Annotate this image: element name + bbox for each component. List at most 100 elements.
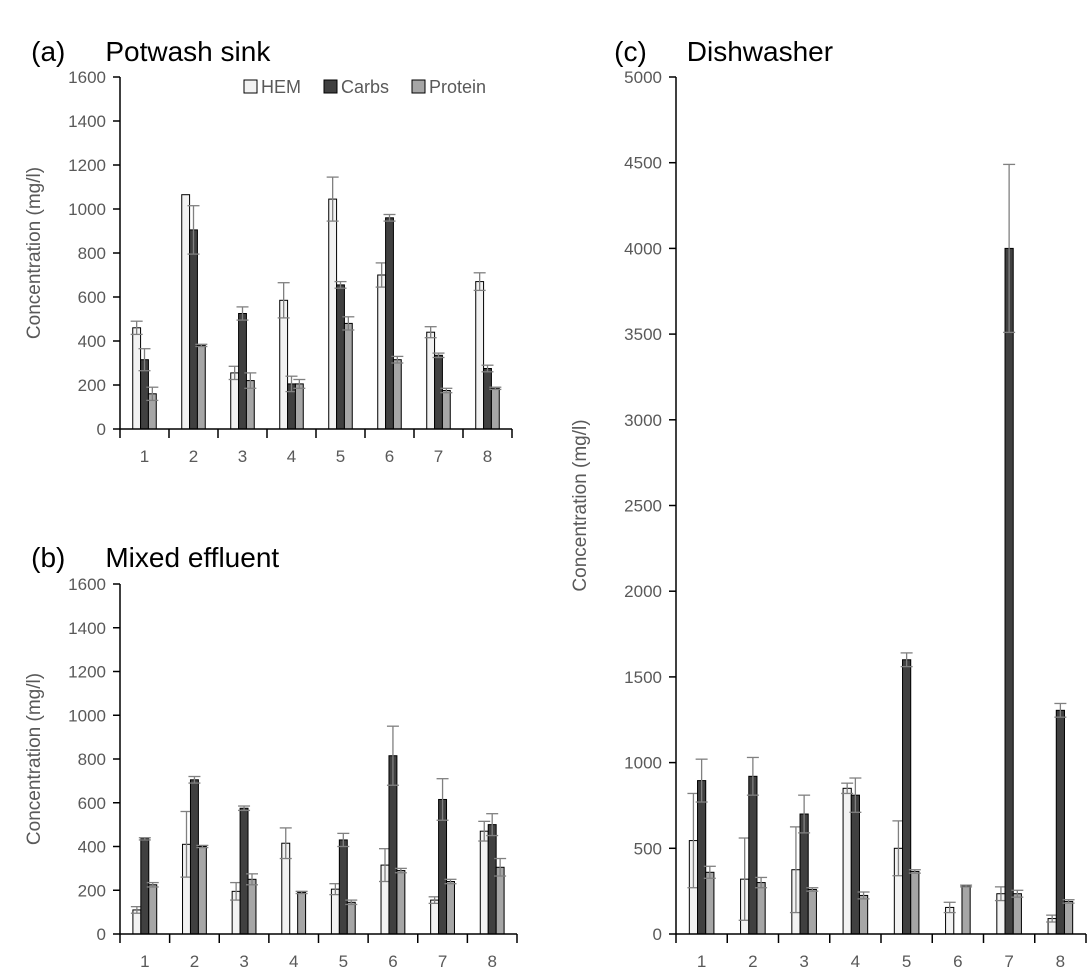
- x-tick-label: 3: [799, 952, 808, 971]
- x-tick-label: 8: [487, 952, 496, 971]
- panel-b-label: (b): [31, 542, 66, 573]
- error-bar-hem-4: [277, 282, 290, 319]
- y-tick-label: 1000: [68, 200, 106, 219]
- bar-protein-2: [756, 882, 766, 935]
- legend-label-protein: Protein: [429, 77, 486, 97]
- error-bar-carbs-8: [486, 813, 499, 837]
- chart-panel-a: Concentration (mg/l) 0 200 400 600 800 1000 120…: [24, 68, 513, 466]
- x-tick-label: 2: [190, 952, 199, 971]
- error-bar-protein-4: [295, 890, 308, 895]
- bar-hem-7: [426, 331, 436, 430]
- error-bar-protein-2: [195, 343, 208, 348]
- error-bar-protein-6: [960, 884, 973, 888]
- y-tick-label: 1600: [68, 575, 106, 594]
- y-tick-label: 1500: [624, 668, 662, 687]
- error-bar-carbs-3: [236, 306, 249, 321]
- bar-hem-3: [230, 372, 240, 430]
- panel-c-label: (c): [614, 36, 647, 67]
- bar-protein-8: [1063, 900, 1074, 935]
- x-tick-label: 7: [438, 952, 447, 971]
- x-tick-label: 8: [483, 447, 492, 466]
- bar-protein-5: [346, 901, 356, 935]
- error-bar-carbs-7: [436, 778, 449, 821]
- y-tick-label: 3500: [624, 325, 662, 344]
- bar-protein-4: [294, 383, 304, 430]
- y-tick-label: 4000: [624, 239, 662, 258]
- error-bar-carbs-6: [383, 213, 396, 222]
- y-tick-label: 1200: [68, 156, 106, 175]
- error-bar-protein-8: [489, 386, 502, 391]
- legend-label-hem: HEM: [261, 77, 301, 97]
- bar-hem-5: [328, 198, 338, 430]
- legend-swatch-protein: [411, 79, 426, 94]
- error-bar-carbs-3: [238, 805, 251, 812]
- error-bar-hem-7: [424, 326, 437, 339]
- bar-carbs-5: [902, 659, 912, 935]
- error-bar-hem-4: [279, 827, 292, 860]
- x-tick-label: 3: [238, 447, 247, 466]
- y-tick-label: 600: [78, 794, 106, 813]
- y-tick-label: 5000: [624, 68, 662, 87]
- y-tick-label: 2000: [624, 582, 662, 601]
- bar-hem-1: [132, 327, 142, 430]
- y-axis-label: Concentration (mg/l): [24, 673, 45, 845]
- error-bar-carbs-8: [1054, 702, 1067, 718]
- bar-carbs-2: [189, 229, 198, 430]
- bar-protein-1: [705, 871, 715, 935]
- error-bar-protein-8: [1062, 899, 1075, 904]
- y-tick-label: 3000: [624, 411, 662, 430]
- error-bar-carbs-3: [798, 794, 811, 834]
- x-tick-label: 6: [953, 952, 962, 971]
- error-bar-carbs-6: [386, 725, 399, 786]
- x-tick-label: 4: [851, 952, 860, 971]
- bar-hem-8: [475, 281, 485, 430]
- error-bar-carbs-4: [849, 777, 862, 813]
- x-tick-label: 2: [748, 952, 757, 971]
- error-bar-carbs-8: [481, 364, 494, 373]
- error-bar-carbs-1: [695, 758, 708, 803]
- bar-protein-6: [961, 885, 971, 935]
- error-bar-carbs-2: [187, 205, 200, 255]
- error-bar-protein-2: [196, 844, 209, 849]
- error-bar-hem-1: [130, 320, 143, 336]
- y-tick-label: 0: [97, 420, 106, 439]
- error-bar-carbs-7: [1003, 163, 1016, 334]
- bar-protein-8: [495, 866, 505, 935]
- panel-a-title: (a) Potwash sink: [0, 4, 270, 100]
- bar-protein-3: [807, 888, 817, 935]
- bar-protein-7: [446, 881, 455, 935]
- x-tick-label: 6: [385, 447, 394, 466]
- bar-protein-1: [148, 884, 158, 935]
- y-tick-label: 500: [634, 839, 662, 858]
- bar-carbs-8: [487, 824, 497, 935]
- bar-carbs-8: [483, 368, 492, 430]
- x-tick-label: 5: [902, 952, 911, 971]
- y-tick-label: 200: [78, 881, 106, 900]
- error-bar-hem-5: [326, 176, 339, 222]
- y-tick-label: 0: [653, 925, 662, 944]
- y-tick-label: 1600: [68, 68, 106, 87]
- panel-c-title: (c) Dishwasher: [583, 4, 833, 100]
- x-tick-label: 1: [697, 952, 706, 971]
- error-bar-carbs-5: [337, 832, 350, 848]
- error-bar-carbs-2: [746, 756, 759, 796]
- bar-hem-5: [330, 888, 340, 935]
- error-bar-protein-2: [755, 876, 768, 889]
- error-bar-protein-3: [244, 372, 257, 389]
- legend-swatch-hem: [243, 79, 258, 94]
- bar-hem-6: [377, 274, 387, 430]
- legend: HEM Carbs Protein: [243, 77, 486, 97]
- x-tick-label: 5: [339, 952, 348, 971]
- y-tick-label: 800: [78, 244, 106, 263]
- bar-carbs-5: [338, 839, 348, 935]
- bar-protein-3: [247, 878, 257, 935]
- error-bar-protein-7: [444, 878, 457, 885]
- bar-carbs-5: [336, 284, 345, 430]
- x-tick-label: 7: [1004, 952, 1013, 971]
- error-bar-protein-1: [703, 865, 716, 879]
- error-bar-protein-5: [342, 316, 355, 331]
- error-bar-hem-6: [943, 901, 956, 914]
- error-bar-carbs-7: [432, 352, 445, 359]
- y-tick-label: 0: [97, 925, 106, 944]
